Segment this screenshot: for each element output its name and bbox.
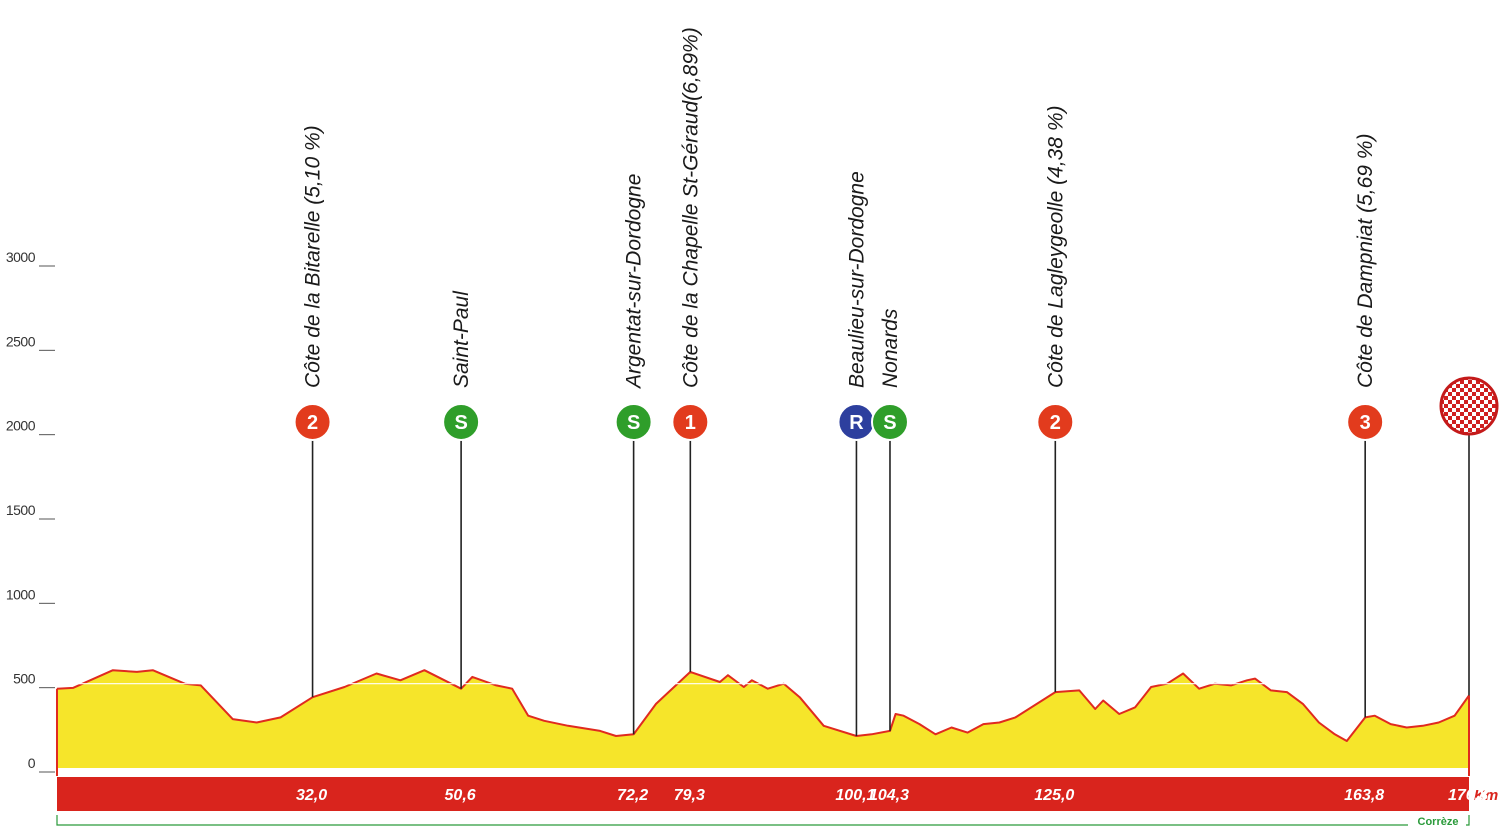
sprint-badge [870, 403, 909, 441]
waypoint-3: 1 Côte de la Chapelle St-Géraud(6,89%) 79,… [671, 27, 710, 804]
waypoint-badge-text: S [454, 412, 467, 434]
climb-category-badge [1036, 403, 1075, 441]
waypoint-badge-text: 3 [1360, 412, 1371, 434]
finish-flag-icon [1439, 376, 1499, 436]
km-band-bar [57, 777, 1469, 811]
waypoint-6: 2 Côte de Lagleygeolle (4,38 %) 125,0 [1034, 105, 1074, 804]
y-tick-label: 1500 [6, 502, 36, 518]
climb-category-badge [293, 403, 332, 441]
waypoint-name: Côte de la Bitarelle (5,10 %) [302, 125, 325, 388]
region-label-bg [1408, 814, 1466, 827]
waypoint-km-label: 50,6 [445, 787, 476, 804]
y-tick-label: 2500 [6, 333, 36, 349]
waypoint-4: R Beaulieu-sur-Dordogne 100,1 [835, 171, 875, 804]
waypoint-1: S Saint-Paul 50,6 [442, 290, 481, 804]
sprint-badge [442, 403, 481, 441]
waypoint-km-label: 79,3 [674, 787, 705, 804]
y-tick-label: 0 [28, 755, 36, 771]
waypoint-km-label: 125,0 [1034, 787, 1074, 804]
waypoint-2: S Argentat-sur-Dordogne 72,2 [614, 174, 653, 804]
region-bracket [56, 815, 1470, 826]
y-axis: 0 500 1000 1500 2000 2500 3000 [6, 249, 55, 773]
km-unit-label: Km [1474, 787, 1498, 804]
waypoint-5: S Nonards 104,3 [869, 308, 909, 804]
waypoint-name: Côte de Lagleygeolle (4,38 %) [1044, 105, 1067, 388]
y-tick-label: 2000 [6, 418, 36, 434]
region-bar: Corrèze [56, 814, 1470, 827]
elevation-area [57, 670, 1469, 768]
waypoint-badge-text: 2 [1050, 412, 1061, 434]
waypoint-km-label: 100,1 [835, 787, 875, 804]
waypoint-name: Côte de la Chapelle St-Géraud(6,89%) [679, 27, 702, 388]
y-tick-label: 1000 [6, 586, 36, 602]
waypoint-km-label: 72,2 [617, 787, 648, 804]
climb-category-badge [1346, 403, 1385, 441]
waypoint-7: 3 Côte de Dampniat (5,69 %) 163,8 [1344, 134, 1384, 804]
waypoint-name: Argentat-sur-Dordogne [623, 174, 646, 390]
waypoint-markers: 2 Côte de la Bitarelle (5,10 %) 32,0 S Saint… [293, 27, 1499, 804]
waypoint-km-label: 32,0 [296, 787, 327, 804]
waypoint-8: 176,8 [1439, 376, 1499, 804]
climb-category-badge [671, 403, 710, 441]
elevation-line [56, 669, 1470, 742]
y-tick-label: 500 [13, 671, 36, 687]
waypoint-badge-text: S [883, 412, 896, 434]
y-tick-label: 3000 [6, 249, 36, 265]
waypoint-km-label: 104,3 [869, 787, 909, 804]
waypoint-name: Saint-Paul [450, 290, 473, 388]
waypoint-badge-text: 1 [685, 412, 696, 434]
waypoint-km-label: 163,8 [1344, 787, 1384, 804]
waypoint-name: Nonards [879, 308, 902, 388]
waypoint-name: Côte de Dampniat (5,69 %) [1354, 134, 1377, 388]
region-label: Corrèze [1418, 816, 1459, 827]
waypoint-badge-text: S [627, 412, 640, 434]
waypoint-badge-text: 2 [307, 412, 318, 434]
waypoint-badge-text: R [849, 412, 864, 434]
waypoint-name: Beaulieu-sur-Dordogne [845, 171, 868, 388]
elevation-profile [56, 669, 1470, 776]
waypoint-km-label: 176,8 [1448, 787, 1488, 804]
waypoint-0: 2 Côte de la Bitarelle (5,10 %) 32,0 [293, 125, 332, 804]
sprint-badge [614, 403, 653, 441]
km-band: Km [57, 777, 1498, 811]
